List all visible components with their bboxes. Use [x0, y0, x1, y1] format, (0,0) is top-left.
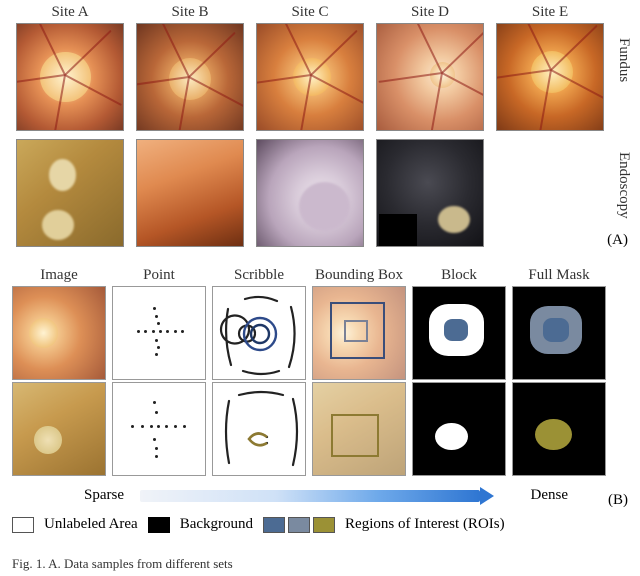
- bbox-cell: [312, 382, 406, 476]
- point-cell: [112, 382, 206, 476]
- swatch-roi-group: [263, 517, 335, 533]
- swatch-background: [148, 517, 170, 533]
- mask-cell: [512, 382, 606, 476]
- fundus-image: [496, 23, 604, 131]
- legend: Unlabeled Area Background Regions of Int…: [10, 516, 630, 533]
- panel-b-col-headers: Image Point Scribble Bounding Box Block …: [10, 267, 630, 284]
- axis-dense-label: Dense: [531, 487, 569, 504]
- endoscopy-image: [256, 139, 364, 247]
- fundus-image: [376, 23, 484, 131]
- endoscopy-image: [376, 139, 484, 247]
- col-header: Image: [12, 267, 106, 284]
- block-cell: [412, 382, 506, 476]
- panel-a: Site A Site B Site C Site D Site E Fundu…: [10, 4, 630, 247]
- mask-cell: [512, 286, 606, 380]
- endoscopy-image: [16, 139, 124, 247]
- sparse-dense-axis: Sparse Dense: [10, 484, 630, 510]
- col-header: Site C: [256, 4, 364, 21]
- row-label-endoscopy: Endoscopy: [615, 152, 632, 219]
- fundus-row: [10, 23, 630, 131]
- col-header: Block: [412, 267, 506, 284]
- panel-b-label: (B): [608, 492, 628, 509]
- swatch-roi: [263, 517, 285, 533]
- col-header: Site E: [496, 4, 604, 21]
- col-header: Site B: [136, 4, 244, 21]
- col-header: Bounding Box: [312, 267, 406, 284]
- image-cell: [12, 382, 106, 476]
- fundus-image: [136, 23, 244, 131]
- panel-b-row: [10, 382, 630, 476]
- point-cell: [112, 286, 206, 380]
- col-header: Site A: [16, 4, 124, 21]
- endoscopy-row: [10, 139, 630, 247]
- scribble-cell: [212, 382, 306, 476]
- block-cell: [412, 286, 506, 380]
- col-header: Scribble: [212, 267, 306, 284]
- legend-background-label: Background: [180, 516, 253, 533]
- endoscopy-image: [136, 139, 244, 247]
- panel-b-row: [10, 286, 630, 380]
- scribble-cell: [212, 286, 306, 380]
- panel-b: Image Point Scribble Bounding Box Block …: [10, 267, 630, 533]
- swatch-roi: [288, 517, 310, 533]
- figure-caption: Fig. 1. A. Data samples from different s…: [12, 556, 628, 572]
- legend-unlabeled-label: Unlabeled Area: [44, 516, 138, 533]
- swatch-roi: [313, 517, 335, 533]
- panel-a-col-headers: Site A Site B Site C Site D Site E: [10, 4, 630, 21]
- col-header: Full Mask: [512, 267, 606, 284]
- panel-a-label: (A): [607, 232, 628, 249]
- legend-roi-label: Regions of Interest (ROIs): [345, 516, 505, 533]
- fundus-image: [256, 23, 364, 131]
- axis-gradient-bar: [140, 490, 480, 502]
- fundus-image: [16, 23, 124, 131]
- col-header: Site D: [376, 4, 484, 21]
- row-label-fundus: Fundus: [615, 38, 632, 82]
- col-header: Point: [112, 267, 206, 284]
- axis-sparse-label: Sparse: [84, 487, 124, 504]
- bbox-cell: [312, 286, 406, 380]
- image-cell: [12, 286, 106, 380]
- swatch-unlabeled: [12, 517, 34, 533]
